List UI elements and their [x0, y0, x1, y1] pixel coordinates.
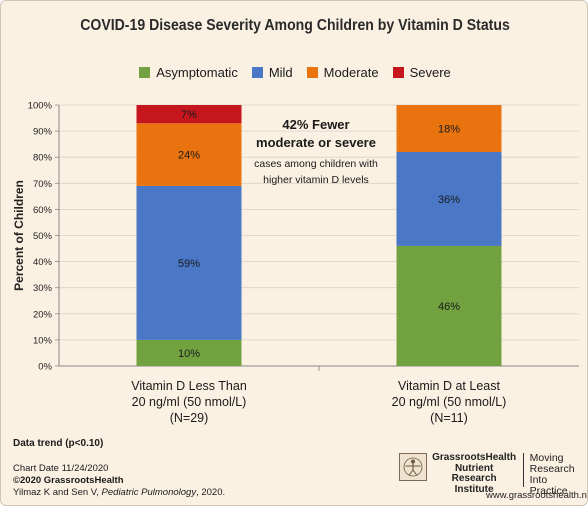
legend-swatch: [392, 67, 404, 78]
logo-org-line1: GrassrootsHealth: [432, 452, 517, 463]
data-trend-note: Data trend (p<0.10): [13, 438, 104, 449]
y-tick-label: 100%: [28, 101, 53, 112]
legend-item-moderate: Moderate: [306, 65, 379, 80]
citation-year: , 2020.: [196, 487, 226, 498]
data-label: 10%: [178, 348, 200, 360]
logo-tagline-line1: Moving: [529, 452, 564, 464]
y-tick-label: 0%: [38, 362, 52, 373]
logo: GrassrootsHealth Nutrient Research Insti…: [399, 452, 587, 497]
y-tick-label: 30%: [33, 283, 53, 294]
data-label: 7%: [181, 109, 197, 121]
bar-segment-mild: [136, 185, 242, 340]
x-category-label: (N=11): [430, 411, 468, 425]
y-tick-label: 50%: [33, 231, 53, 242]
y-tick-label: 60%: [33, 205, 53, 216]
y-tick-label: 10%: [33, 335, 53, 346]
citation: Yilmaz K and Sen V, Pediatric Pulmonolog…: [13, 487, 225, 498]
legend-swatch: [306, 67, 318, 78]
legend-swatch: [251, 67, 263, 78]
y-tick-label: 80%: [33, 153, 53, 164]
data-label: 59%: [178, 258, 200, 270]
bar-segment-asymptomatic: [396, 245, 502, 366]
logo-tagline-line3: Into Practice: [529, 474, 568, 497]
citation-journal: Pediatric Pulmonology: [101, 487, 197, 498]
y-tick-label: 40%: [33, 257, 53, 268]
copyright: ©2020 GrassrootsHealth: [13, 475, 124, 486]
x-category-label: Vitamin D at Least: [398, 379, 500, 393]
legend-label: Asymptomatic: [156, 65, 238, 80]
annotation-line-2: moderate or severe: [256, 135, 376, 150]
annotation-line-1: 42% Fewer: [282, 117, 349, 132]
x-category-label: 20 ng/ml (50 nmol/L): [392, 395, 507, 409]
legend: Asymptomatic Mild Moderate Severe: [1, 65, 587, 80]
x-category-label: (N=29): [170, 411, 209, 425]
y-tick-label: 90%: [33, 127, 53, 138]
citation-authors: Yilmaz K and Sen V,: [13, 487, 102, 498]
website-url: www.grassrootshealth.net: [486, 490, 588, 501]
x-category-label: Vitamin D Less Than: [131, 379, 247, 393]
legend-item-asymptomatic: Asymptomatic: [139, 65, 238, 80]
vitruvian-man-icon: [399, 453, 427, 481]
data-label: 18%: [438, 123, 460, 135]
logo-org-line2: Nutrient: [454, 462, 494, 474]
legend-label: Severe: [409, 65, 451, 80]
annotation-line-3: cases among children with: [254, 158, 378, 170]
annotation-line-4: higher vitamin D levels: [263, 174, 369, 186]
data-label: 24%: [178, 150, 200, 162]
bar-segment-asymptomatic: [136, 339, 242, 366]
chart-title: COVID-19 Disease Severity Among Children…: [80, 17, 510, 34]
data-label: 36%: [438, 194, 460, 206]
y-tick-label: 20%: [33, 309, 53, 320]
x-category-label: 20 ng/ml (50 nmol/L): [132, 395, 247, 409]
legend-item-severe: Severe: [392, 65, 451, 80]
legend-item-mild: Mild: [251, 65, 293, 80]
logo-tagline-line2: Research: [529, 463, 575, 475]
logo-divider: [522, 453, 524, 487]
bar-segment-severe: [136, 105, 242, 124]
bar-segment-moderate: [136, 123, 242, 186]
y-axis-label: Percent of Children: [12, 180, 26, 291]
logo-org-name: GrassrootsHealth Nutrient Research Insti…: [432, 452, 517, 495]
bar-segment-mild: [396, 151, 502, 246]
y-tick-label: 70%: [33, 179, 53, 190]
legend-swatch: [139, 67, 151, 78]
data-label: 46%: [438, 301, 460, 313]
legend-label: Mild: [268, 65, 293, 80]
bar-segment-moderate: [396, 105, 502, 152]
chart-date: Chart Date 11/24/2020: [13, 463, 109, 474]
logo-tagline: Moving Research Into Practice: [530, 453, 587, 497]
logo-org-line3: Research Institute: [451, 473, 497, 495]
legend-label: Moderate: [323, 65, 379, 80]
